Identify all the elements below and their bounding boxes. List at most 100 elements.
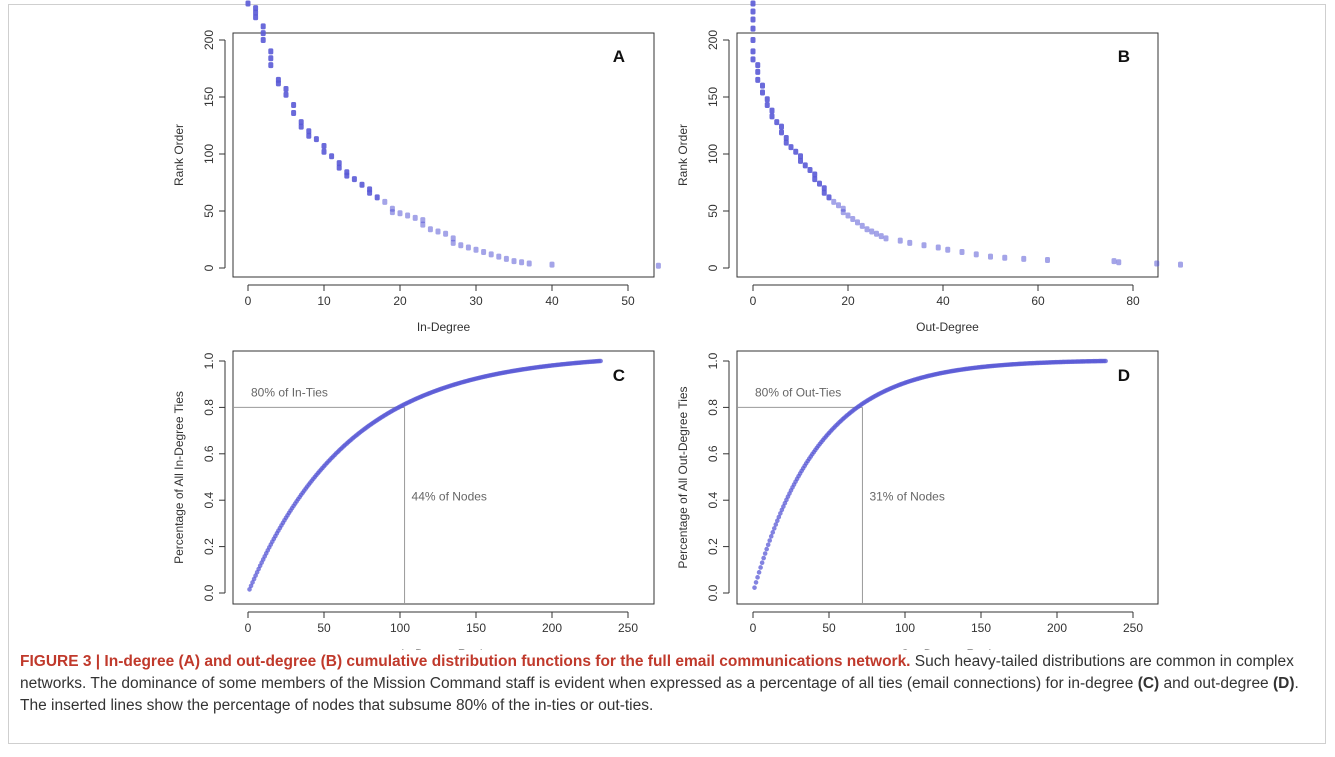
data-point <box>526 260 532 267</box>
data-point <box>760 89 765 96</box>
x-axis-title: In-Degree <box>417 320 471 334</box>
x-tick-label: 100 <box>390 621 410 635</box>
data-point <box>821 189 827 196</box>
data-point <box>283 91 289 98</box>
x-axis-title: Out-Degree Rank <box>900 647 995 650</box>
panel-d: 0 50 100 150 200 250 0.0 0.2 0.4 0.6 0.8 1.0 Out-Deg… <box>676 350 1159 650</box>
data-point <box>845 212 851 219</box>
curve-point <box>773 522 779 527</box>
curve-point <box>759 560 765 566</box>
x-tick-label: 0 <box>750 621 757 635</box>
data-point <box>750 0 756 7</box>
y-axis-title: Rank Order <box>172 124 186 186</box>
data-point <box>935 244 941 251</box>
x-tick-label: 150 <box>466 621 486 635</box>
curve-point <box>250 580 255 585</box>
data-point <box>268 48 274 55</box>
x-tick-label: 80 <box>1126 294 1140 308</box>
y-tick-label: 150 <box>706 87 720 107</box>
x-tick-label: 250 <box>618 621 638 635</box>
data-point <box>864 226 870 233</box>
data-point <box>291 101 297 108</box>
figure-caption: FIGURE 3 | In-degree (A) and out-degree … <box>20 651 1320 717</box>
data-point <box>750 8 756 15</box>
data-point <box>750 56 756 63</box>
x-tick-label: 20 <box>393 294 407 308</box>
caption-text-3: . The inserted lines show the percentage… <box>20 675 1299 714</box>
plot-frame <box>232 350 655 605</box>
x-tick-label: 40 <box>545 294 559 308</box>
curve-point <box>778 511 783 516</box>
data-point <box>260 30 266 37</box>
x-tick-label: 200 <box>1047 621 1067 635</box>
data-point <box>1178 261 1183 268</box>
plot-frame <box>736 32 1159 278</box>
data-point <box>812 176 818 183</box>
data-point <box>253 14 259 21</box>
y-tick-label: 0.0 <box>202 584 216 601</box>
data-point <box>878 233 884 240</box>
y-tick-label: 0 <box>202 264 216 271</box>
data-point <box>268 62 274 69</box>
data-point <box>783 135 789 142</box>
data-point <box>450 235 456 242</box>
data-point <box>405 212 411 219</box>
data-point <box>245 0 251 7</box>
curve-point <box>755 575 760 580</box>
data-point <box>298 123 304 130</box>
curve-point <box>247 587 252 592</box>
panel-letter: C <box>613 366 625 385</box>
curve-point <box>761 555 766 561</box>
data-point <box>435 228 441 235</box>
data-point <box>855 219 860 226</box>
data-point <box>821 185 827 192</box>
data-point <box>755 68 761 75</box>
curve-point <box>775 518 780 524</box>
data-point <box>840 209 846 216</box>
data-point <box>907 239 913 246</box>
curve-point <box>762 551 768 556</box>
data-point <box>481 249 487 256</box>
data-point <box>1111 258 1117 265</box>
y-tick-label: 100 <box>202 144 216 164</box>
data-point <box>1116 259 1122 266</box>
curve-point <box>776 514 782 520</box>
data-point <box>798 157 803 164</box>
panel-c: 0 50 100 150 200 250 0.0 0.2 0.4 0.6 0.8 1.0 In-Degr… <box>172 350 655 650</box>
data-point <box>760 82 765 89</box>
plot-frame <box>232 32 655 278</box>
data-point <box>945 246 951 253</box>
curve-point <box>753 580 759 585</box>
data-point <box>458 242 464 249</box>
y-tick-label: 50 <box>202 204 216 218</box>
y-tick-label: 0.2 <box>202 538 216 555</box>
data-point <box>344 172 350 179</box>
data-point <box>336 164 342 171</box>
curve-point <box>768 534 774 539</box>
data-point <box>420 221 426 228</box>
x-tick-label: 0 <box>245 621 252 635</box>
x-tick-label: 100 <box>895 621 915 635</box>
curve-point <box>248 583 254 589</box>
caption-ref-d: (D) <box>1273 675 1295 692</box>
data-point <box>812 171 818 178</box>
data-point <box>988 253 993 260</box>
x-tick-label: 40 <box>936 294 950 308</box>
data-point <box>779 129 784 136</box>
figure-top-rule <box>8 4 1326 5</box>
data-point <box>389 209 395 216</box>
x-axis-title: In-Degree Rank <box>401 647 487 650</box>
data-point <box>253 5 259 12</box>
data-point <box>874 230 879 237</box>
data-point <box>817 180 822 187</box>
data-point <box>321 143 327 150</box>
y-axis-title: Rank Order <box>676 124 690 186</box>
data-point <box>783 139 789 146</box>
y-axis-title: Percentage of All In-Degree Ties <box>172 391 186 564</box>
panel-letter: A <box>613 47 625 66</box>
annotation-ties: 80% of In-Ties <box>251 385 328 399</box>
data-point <box>750 37 756 43</box>
data-point <box>755 76 761 83</box>
data-point <box>473 246 479 253</box>
